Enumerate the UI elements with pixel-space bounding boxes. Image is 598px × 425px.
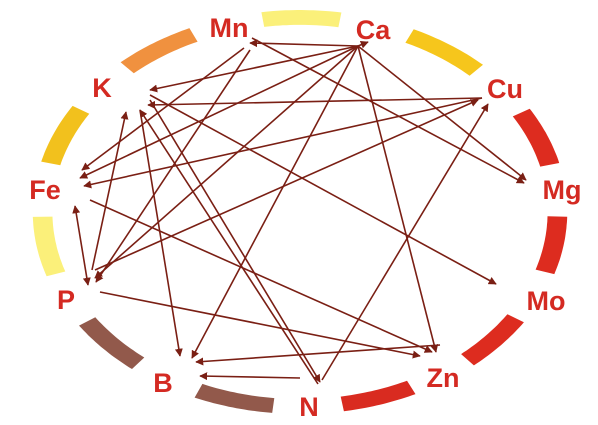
node-label-ca: Ca (356, 15, 391, 45)
ring-segment-ca-cu (405, 29, 483, 76)
arrow-k-to-mo (149, 94, 497, 285)
arrow-k-to-b (139, 109, 183, 357)
node-label-cu: Cu (487, 74, 523, 104)
arrow-n-to-b (199, 372, 301, 381)
interaction-arrows (72, 37, 527, 385)
ring-segment-n-b (194, 383, 275, 413)
arrow-n-to-k (139, 109, 319, 385)
node-label-k: K (92, 73, 112, 103)
arrow-ca-to-p (94, 45, 359, 279)
arrow-n-to-cu (321, 103, 489, 381)
node-label-fe: Fe (29, 175, 61, 205)
arrow-fe-to-zn (89, 199, 433, 353)
node-label-zn: Zn (427, 363, 460, 393)
ring-segment-p-fe (32, 216, 66, 277)
arrow-mn-to-mg (251, 37, 525, 184)
arrow-k-to-n (149, 99, 321, 383)
node-label-n: N (299, 392, 319, 422)
ring-segment-cu-mg (512, 108, 560, 167)
ring-segment-mg-mo (535, 216, 568, 275)
arrow-ca-to-zn (357, 45, 439, 353)
ring-segment-k-mn (120, 28, 198, 74)
arrow-zn-to-b (195, 344, 441, 366)
node-label-mg: Mg (543, 175, 582, 205)
ring-segment-mn-ca (261, 10, 342, 28)
arrow-ca-to-k (149, 45, 359, 93)
arrow-ca-to-cu (357, 40, 369, 49)
node-label-mo: Mo (527, 286, 566, 316)
arrow-mn-to-fe (81, 47, 245, 171)
node-label-b: B (153, 368, 173, 398)
arrow-ca-to-fe (79, 45, 359, 179)
arrow-fe-to-p (72, 205, 91, 286)
arrow-cu-to-k (147, 97, 483, 109)
node-label-mn: Mn (210, 13, 249, 43)
ring-segment-mo-zn (461, 314, 524, 366)
arrow-ca-to-mn (249, 39, 359, 48)
arrow-p-to-cu (94, 99, 479, 271)
ring-segments (32, 10, 568, 413)
ring-segment-fe-k (41, 105, 90, 166)
arrow-ca-to-mg (357, 45, 527, 181)
ring-segment-b-p (79, 317, 145, 369)
arrow-p-to-zn (99, 291, 421, 359)
arrow-p-to-k (91, 111, 129, 271)
nutrient-labels: Ca Cu Mg Mo Zn N B P Fe K Mn (29, 13, 581, 422)
ring-segment-zn-n (340, 380, 416, 412)
arrow-ca-to-b (191, 45, 359, 359)
node-label-p: P (57, 285, 75, 315)
